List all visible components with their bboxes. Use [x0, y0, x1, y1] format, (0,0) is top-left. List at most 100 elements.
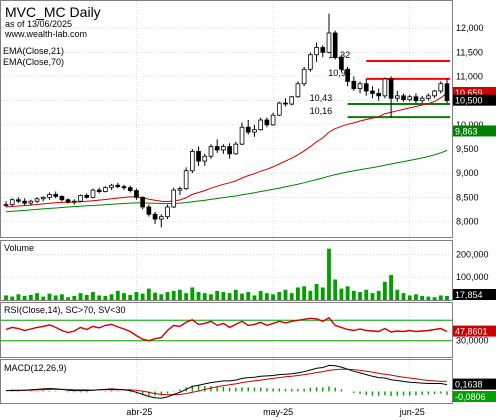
level-label: 10,95: [328, 68, 351, 78]
ema70-last-label-box: [453, 125, 496, 137]
volume-bar: [221, 292, 226, 300]
candle-body: [407, 96, 413, 101]
price-panel-frame: [0, 0, 453, 238]
volume-title: Volume: [4, 243, 34, 253]
candle-body: [90, 189, 96, 198]
volume-bar: [426, 296, 431, 300]
candle-body: [419, 97, 425, 102]
volume-bar: [91, 292, 95, 300]
candle-body: [357, 83, 363, 89]
legend-ema21: EMA(Close,21): [3, 46, 64, 56]
candle-body: [221, 146, 226, 151]
volume-bar: [16, 294, 21, 300]
volume-bar: [47, 293, 52, 300]
price-last-label: 10,500: [455, 96, 483, 106]
level-label: 11,32: [328, 50, 350, 60]
candle-body: [208, 146, 214, 157]
volume-bar: [314, 284, 319, 300]
price-last-label-box: [453, 94, 496, 106]
candlesticks: [3, 13, 450, 228]
rsi-panel-frame: [0, 302, 453, 358]
macd-panel-frame: [0, 359, 453, 404]
volume-bar: [53, 295, 58, 300]
candle-body: [121, 186, 127, 189]
volume-bar: [115, 290, 120, 300]
volume-bar: [72, 295, 77, 300]
candle-body: [152, 213, 158, 220]
candle-body: [127, 187, 133, 191]
volume-bar: [66, 297, 71, 300]
volume-bar: [128, 294, 133, 300]
candle-body: [34, 198, 40, 202]
volume-bar: [382, 281, 387, 300]
volume-bar: [4, 295, 8, 300]
volume-bar: [28, 294, 33, 300]
candle-body: [227, 146, 232, 155]
volume-bar: [196, 292, 201, 300]
volume-bar: [289, 293, 294, 300]
rsi-last-label: 47,8601: [455, 327, 488, 337]
volume-bar: [227, 293, 232, 300]
volume-bar: [97, 295, 102, 300]
volume-bar: [41, 296, 46, 300]
candle-body: [363, 83, 369, 92]
level-label: 10,43: [310, 93, 333, 103]
candle-body: [289, 96, 295, 105]
volume-bar: [59, 294, 64, 300]
volume-bar: [296, 287, 300, 300]
candle-body: [438, 83, 444, 92]
volume-bar: [177, 289, 182, 300]
price-tick-label: 11,000: [456, 72, 483, 82]
price-tick-label: 9,500: [456, 144, 479, 154]
volume-bar: [438, 295, 443, 300]
candle-body: [47, 194, 52, 198]
macd-last-label-box: [453, 378, 496, 390]
volume-bars: [4, 248, 449, 300]
as-of-date: as of 13/06/2025: [5, 19, 72, 29]
date-tick-label: jun-25: [399, 407, 425, 417]
volume-bar: [122, 293, 126, 300]
candle-body: [165, 206, 170, 218]
rsi-tick-label: 30,0000: [456, 336, 489, 346]
volume-last-label-box: [453, 289, 496, 300]
candle-body: [65, 199, 71, 203]
volume-bar: [414, 294, 418, 300]
volume-bar: [233, 289, 238, 300]
candle-body: [413, 96, 419, 102]
candle-body: [103, 187, 108, 192]
volume-panel-frame: [0, 240, 453, 301]
website-link[interactable]: www.wealth-lab.com: [4, 29, 87, 39]
candle-body: [444, 83, 450, 102]
volume-bar: [78, 293, 83, 300]
candle-body: [233, 143, 239, 155]
candle-body: [78, 194, 83, 202]
chart-title: MVC_MC Daily: [5, 4, 101, 20]
rsi-line: [1, 316, 452, 342]
volume-bar: [165, 292, 170, 300]
macd-hist-last-label-box: [453, 391, 496, 402]
ema21-line: [5, 92, 448, 208]
volume-bar: [395, 289, 400, 300]
candle-body: [264, 119, 270, 126]
macd-line: [5, 364, 448, 399]
candle-body: [382, 78, 388, 97]
volume-bar: [339, 288, 344, 300]
candle-body: [308, 54, 313, 70]
candle-body: [320, 47, 326, 53]
candle-body: [16, 199, 21, 202]
volume-bar: [146, 288, 151, 300]
candle-body: [202, 155, 208, 162]
volume-bar: [376, 290, 381, 300]
volume-tick-label: 200,000: [456, 249, 489, 259]
volume-bar: [283, 289, 288, 300]
candle-body: [332, 32, 338, 58]
macd-lines: [5, 364, 448, 399]
volume-bar: [140, 293, 145, 300]
ema21-last-label-box: [453, 86, 496, 98]
price-tick-label: 9,000: [456, 168, 479, 178]
volume-bar: [171, 290, 176, 300]
candle-body: [258, 119, 263, 131]
volume-bar: [271, 294, 276, 300]
volume-bar: [35, 293, 39, 300]
